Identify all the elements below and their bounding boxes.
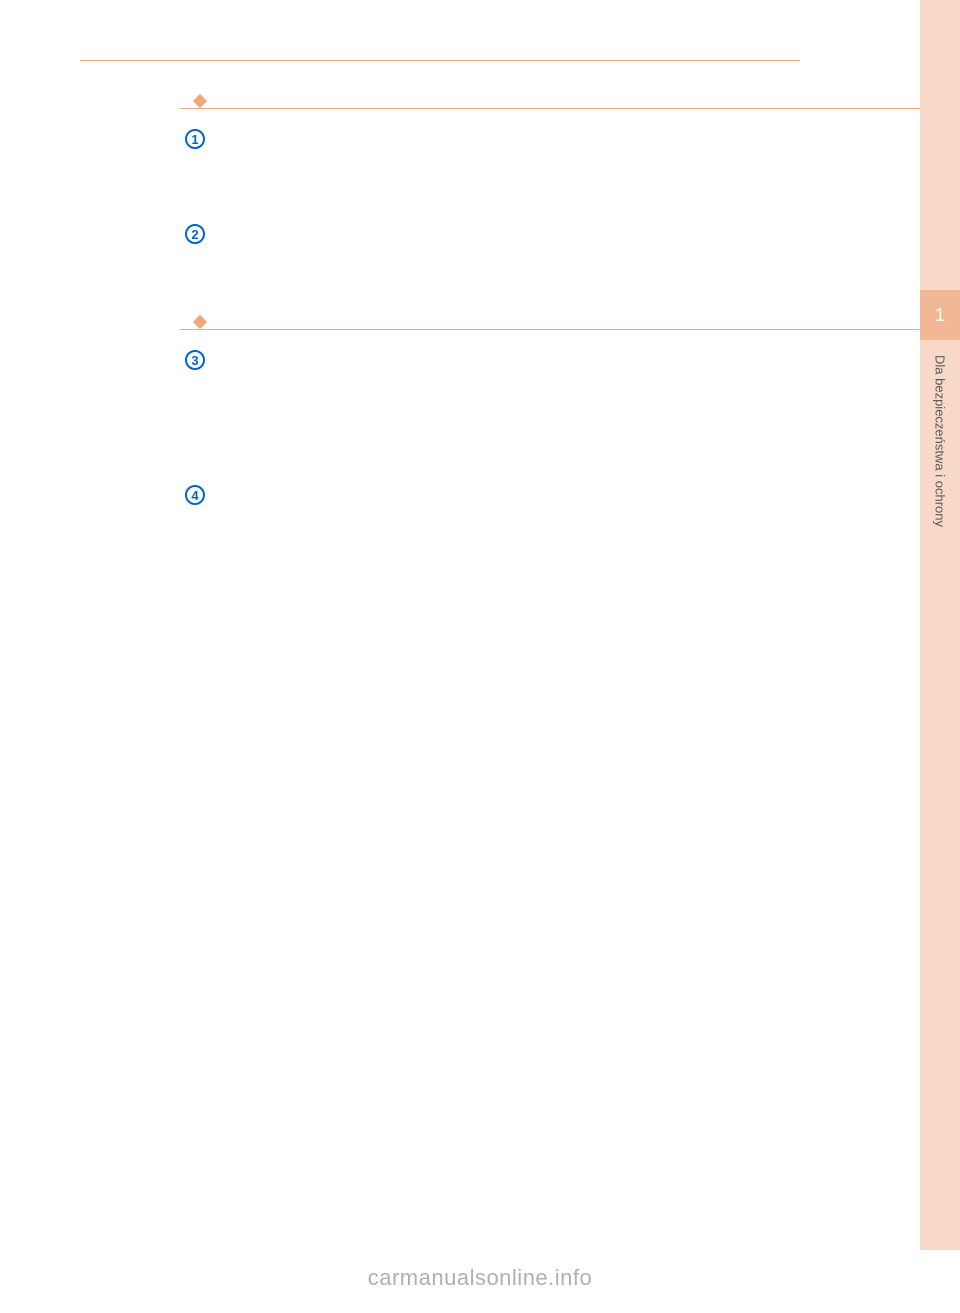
item-content-3	[217, 348, 800, 448]
diamond-icon	[193, 315, 207, 329]
watermark-text: carmanualsonline.info	[368, 1265, 593, 1291]
numbered-item-1: 1	[185, 127, 800, 187]
content-area: 1 2 3 4	[0, 0, 880, 598]
page-container: 1 Dla bezpieczeństwa i ochrony 1 2	[0, 0, 960, 1313]
numbered-item-3: 3	[185, 348, 800, 448]
top-divider	[80, 60, 800, 61]
section-divider-1	[180, 108, 950, 109]
item-number-2: 2	[185, 224, 205, 244]
side-tab-title: Dla bezpieczeństwa i ochrony	[920, 350, 960, 650]
item-content-1	[217, 127, 800, 187]
section-divider-2	[180, 329, 950, 330]
item-number-3: 3	[185, 350, 205, 370]
side-tab-chapter-marker: 1	[920, 290, 960, 340]
numbered-item-4: 4	[185, 483, 800, 543]
section-header-1	[195, 96, 800, 106]
section-header-2	[195, 317, 800, 327]
numbered-item-2: 2	[185, 222, 800, 282]
item-content-2	[217, 222, 800, 282]
item-content-4	[217, 483, 800, 543]
chapter-number: 1	[935, 305, 945, 326]
item-number-4: 4	[185, 485, 205, 505]
diamond-icon	[193, 94, 207, 108]
item-number-1: 1	[185, 129, 205, 149]
